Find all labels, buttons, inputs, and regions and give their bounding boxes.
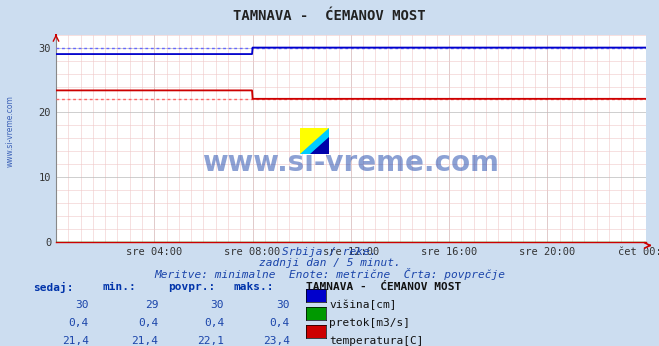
Text: 23,4: 23,4 xyxy=(263,336,290,346)
Text: TAMNAVA -  ĆEMANOV MOST: TAMNAVA - ĆEMANOV MOST xyxy=(306,282,462,292)
Text: maks.:: maks.: xyxy=(234,282,274,292)
Text: 22,1: 22,1 xyxy=(197,336,224,346)
Text: min.:: min.: xyxy=(102,282,136,292)
Text: Srbija / reke.: Srbija / reke. xyxy=(282,247,377,257)
Text: temperatura[C]: temperatura[C] xyxy=(330,336,424,346)
Text: 30: 30 xyxy=(76,300,89,310)
Text: Meritve: minimalne  Enote: metrične  Črta: povprečje: Meritve: minimalne Enote: metrične Črta:… xyxy=(154,268,505,280)
Polygon shape xyxy=(300,128,329,154)
Text: 29: 29 xyxy=(145,300,158,310)
Text: 0,4: 0,4 xyxy=(270,318,290,328)
Text: www.si-vreme.com: www.si-vreme.com xyxy=(5,95,14,167)
Text: zadnji dan / 5 minut.: zadnji dan / 5 minut. xyxy=(258,258,401,268)
Text: višina[cm]: višina[cm] xyxy=(330,300,397,310)
Text: 30: 30 xyxy=(211,300,224,310)
Text: pretok[m3/s]: pretok[m3/s] xyxy=(330,318,411,328)
Text: 0,4: 0,4 xyxy=(204,318,224,328)
Polygon shape xyxy=(310,137,329,154)
Text: TAMNAVA -  ĆEMANOV MOST: TAMNAVA - ĆEMANOV MOST xyxy=(233,9,426,22)
Text: 0,4: 0,4 xyxy=(138,318,158,328)
Text: sedaj:: sedaj: xyxy=(33,282,73,293)
Text: povpr.:: povpr.: xyxy=(168,282,215,292)
Polygon shape xyxy=(300,128,329,154)
Text: 21,4: 21,4 xyxy=(131,336,158,346)
Text: www.si-vreme.com: www.si-vreme.com xyxy=(202,149,500,177)
Text: 21,4: 21,4 xyxy=(62,336,89,346)
Text: 0,4: 0,4 xyxy=(69,318,89,328)
Text: 30: 30 xyxy=(277,300,290,310)
